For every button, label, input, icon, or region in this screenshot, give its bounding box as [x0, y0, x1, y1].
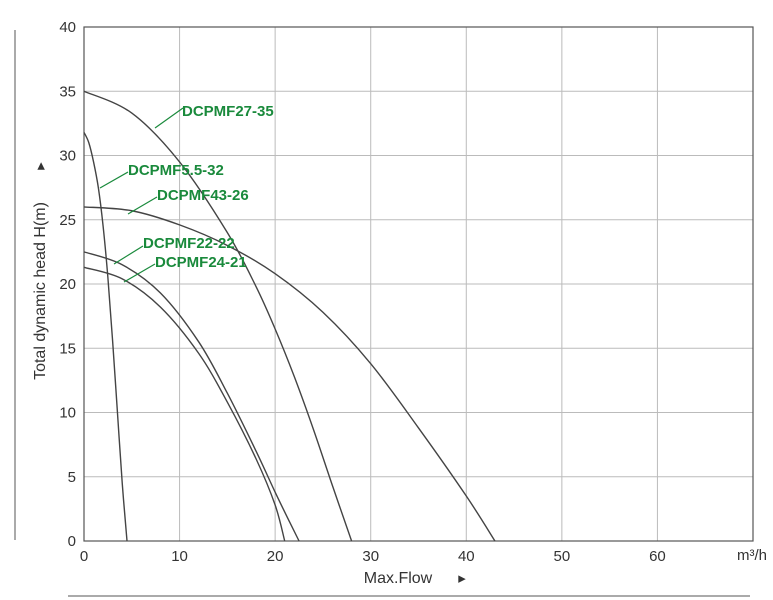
x-axis-arrow-icon: ▸ — [458, 570, 466, 587]
series-label: DCPMF24-21 — [155, 254, 247, 271]
series-label-leader — [113, 245, 144, 265]
series-label-leader — [123, 263, 156, 283]
x-tick-label: 10 — [171, 548, 188, 565]
y-tick-label: 35 — [59, 83, 76, 100]
y-tick-label: 10 — [59, 405, 76, 422]
series-label: DCPMF27-35 — [182, 103, 274, 120]
series-label: DCPMF43-26 — [157, 187, 249, 204]
y-tick-label: 40 — [59, 19, 76, 36]
x-tick-label: 60 — [649, 548, 666, 565]
series-label-leader — [127, 196, 158, 215]
series-label: DCPMF22-22 — [143, 235, 235, 252]
series-labels: DCPMF27-35 DCPMF5.5-32 DCPMF43-26 DCPMF22-2… — [99, 103, 274, 283]
y-tick-label: 5 — [68, 469, 76, 486]
series-curve — [83, 206, 496, 542]
pump-curves — [83, 90, 496, 542]
series-curve — [83, 251, 300, 542]
y-tick-label: 15 — [59, 340, 76, 357]
y-tick-label: 30 — [59, 148, 76, 165]
y-axis-arrow-icon: ▸ — [32, 162, 49, 170]
series-label: DCPMF5.5-32 — [128, 162, 224, 179]
x-tick-label: 20 — [267, 548, 284, 565]
series-curve — [83, 132, 128, 542]
plot-area-border — [83, 26, 754, 542]
series-curve — [83, 90, 353, 542]
series-curve — [83, 266, 286, 542]
series-label-leader — [154, 107, 184, 129]
x-axis-unit: m³/h — [737, 547, 767, 564]
tick-labels: 0 10 20 30 40 50 60 0 5 10 15 20 25 30 35 40 — [59, 19, 665, 565]
y-axis-title: Total dynamic head H(m) — [32, 202, 49, 380]
x-tick-label: 50 — [554, 548, 571, 565]
y-tick-label: 0 — [68, 533, 76, 550]
x-axis-title: Max.Flow — [364, 570, 433, 587]
x-tick-label: 0 — [80, 548, 88, 565]
series-label-leader — [99, 171, 129, 189]
x-tick-label: 30 — [362, 548, 379, 565]
grid-lines — [84, 27, 753, 541]
y-tick-label: 20 — [59, 276, 76, 293]
x-tick-label: 40 — [458, 548, 475, 565]
y-tick-label: 25 — [59, 212, 76, 229]
